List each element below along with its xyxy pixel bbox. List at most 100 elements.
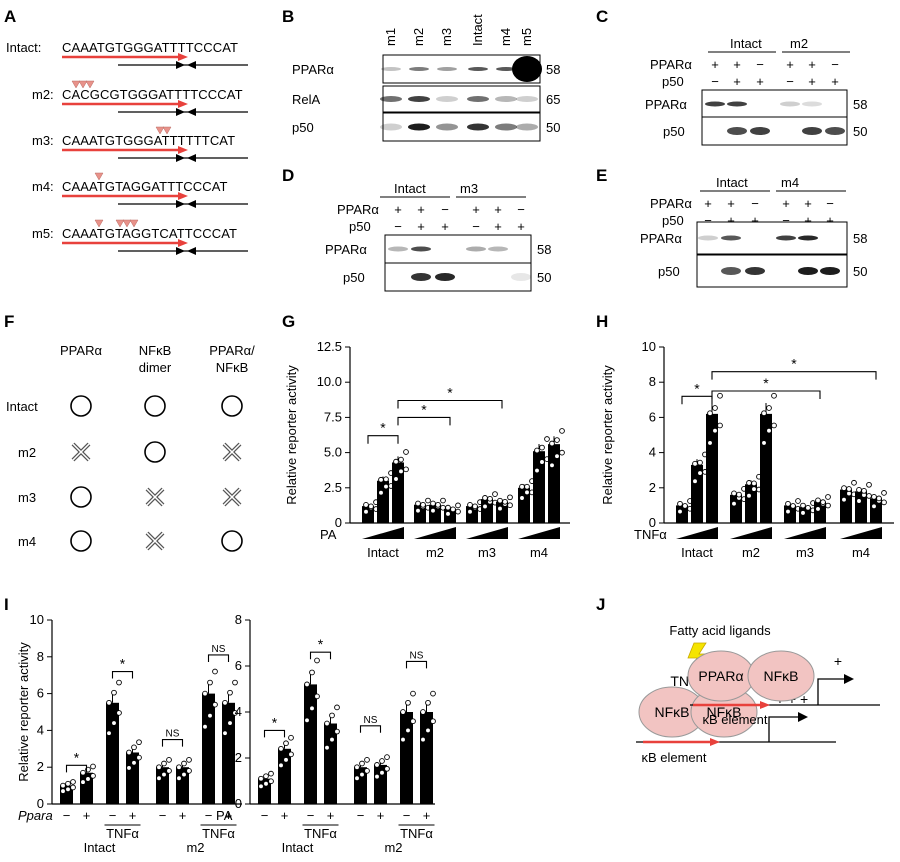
data-point xyxy=(482,495,488,501)
data-point xyxy=(258,775,264,782)
data-point xyxy=(554,437,560,443)
x-category-label: m4 xyxy=(852,545,870,560)
data-point xyxy=(430,507,436,514)
data-point xyxy=(712,405,718,411)
promoter-arrow xyxy=(817,678,846,705)
y-tick-label: 6 xyxy=(37,686,44,701)
pm-sign: + xyxy=(733,74,741,89)
significance-bracket xyxy=(111,670,134,679)
table-row-label: Intact xyxy=(6,399,38,414)
blot-kd: 58 xyxy=(546,62,560,77)
data-point xyxy=(181,760,187,767)
data-point xyxy=(497,505,503,512)
pm-row-label: PPARα xyxy=(650,57,692,72)
data-point xyxy=(106,730,112,737)
data-point xyxy=(435,501,441,508)
data-point xyxy=(212,701,218,708)
data-point xyxy=(227,720,233,726)
significance-bracket xyxy=(711,371,877,380)
data-point xyxy=(85,776,91,782)
dose-ramp xyxy=(362,527,404,539)
x-category-label: m3 xyxy=(796,545,814,560)
group-label: Intact xyxy=(716,175,748,190)
lane-label: Intact xyxy=(470,14,485,46)
y-tick-label: 10 xyxy=(642,339,656,354)
pm-sign: − xyxy=(751,196,759,211)
blot-kd: 50 xyxy=(853,124,867,139)
blot-band xyxy=(436,96,458,102)
data-point xyxy=(176,775,182,782)
lane-label: m4 xyxy=(498,28,513,46)
data-point xyxy=(232,679,238,686)
data-point xyxy=(761,410,767,417)
data-point xyxy=(766,427,772,434)
data-point xyxy=(549,462,555,469)
y-tick-label: 8 xyxy=(649,374,656,389)
data-point xyxy=(60,788,66,794)
data-point xyxy=(90,772,96,779)
y-tick-label: 10 xyxy=(30,612,44,627)
dose-ramp xyxy=(676,527,718,539)
panel-label-f: F xyxy=(4,312,14,331)
cross-icon xyxy=(223,488,241,506)
panel-label-j: J xyxy=(596,595,605,614)
red-arrow-head xyxy=(178,192,188,200)
kb-right-arrowhead xyxy=(176,200,185,208)
bar xyxy=(324,723,337,804)
significance-star: * xyxy=(694,380,700,396)
dose-ramp xyxy=(518,527,560,539)
data-point xyxy=(697,470,703,476)
x-sign-label: − xyxy=(205,808,213,823)
mutation-triangle xyxy=(85,80,95,89)
pm-sign: + xyxy=(472,202,480,217)
seq-label: m4: xyxy=(32,179,54,194)
ns-label: NS xyxy=(410,650,424,661)
ns-label: NS xyxy=(212,644,226,655)
data-point xyxy=(467,508,473,515)
group-label: Intact xyxy=(394,181,426,196)
data-point xyxy=(507,494,513,501)
cross-icon xyxy=(146,488,164,506)
pm-sign: + xyxy=(727,213,735,228)
significance-bracket xyxy=(367,435,399,444)
kb-element-arrowhead xyxy=(710,738,720,746)
treatment-label: PA xyxy=(216,808,233,823)
y-tick-label: 2.5 xyxy=(324,480,342,495)
data-point xyxy=(800,502,806,509)
pm-sign: + xyxy=(826,213,834,228)
blot-band xyxy=(698,235,718,241)
data-point xyxy=(677,500,683,507)
data-point xyxy=(212,668,218,675)
blot-kd: 50 xyxy=(853,264,867,279)
data-point xyxy=(492,491,498,497)
panel-f-table: PPARα NFκB dimer PPARα/NFκB Intact m2 m3 m4 xyxy=(6,343,255,552)
pm-sign: − xyxy=(441,202,449,217)
y-tick-label: 5.0 xyxy=(324,445,342,460)
table-header: PPARα/ xyxy=(209,343,255,358)
pm-sign: − xyxy=(711,74,719,89)
x-sign-label: + xyxy=(377,808,385,823)
pm-sign: + xyxy=(733,57,741,72)
pm-sign: − xyxy=(394,219,402,234)
pm-sign: + xyxy=(517,219,525,234)
data-point xyxy=(131,744,137,751)
mutation-triangle xyxy=(94,219,104,228)
seq-label: m2: xyxy=(32,87,54,102)
blot-band xyxy=(411,246,431,252)
table-header: NFκB xyxy=(139,343,172,358)
bar xyxy=(278,748,291,804)
significance-star: * xyxy=(763,375,769,391)
group-label: Intact xyxy=(84,840,116,855)
blot-band xyxy=(495,123,517,131)
data-point xyxy=(425,699,431,706)
ns-label: NS xyxy=(364,715,378,726)
blot-band xyxy=(437,67,457,71)
data-point xyxy=(497,497,503,504)
y-tick-label: 12.5 xyxy=(317,339,342,354)
circle-icon xyxy=(70,530,92,552)
blot-frame xyxy=(384,262,532,292)
data-point xyxy=(420,736,426,743)
x-category-label: m3 xyxy=(478,545,496,560)
y-tick-label: 4 xyxy=(235,704,242,719)
